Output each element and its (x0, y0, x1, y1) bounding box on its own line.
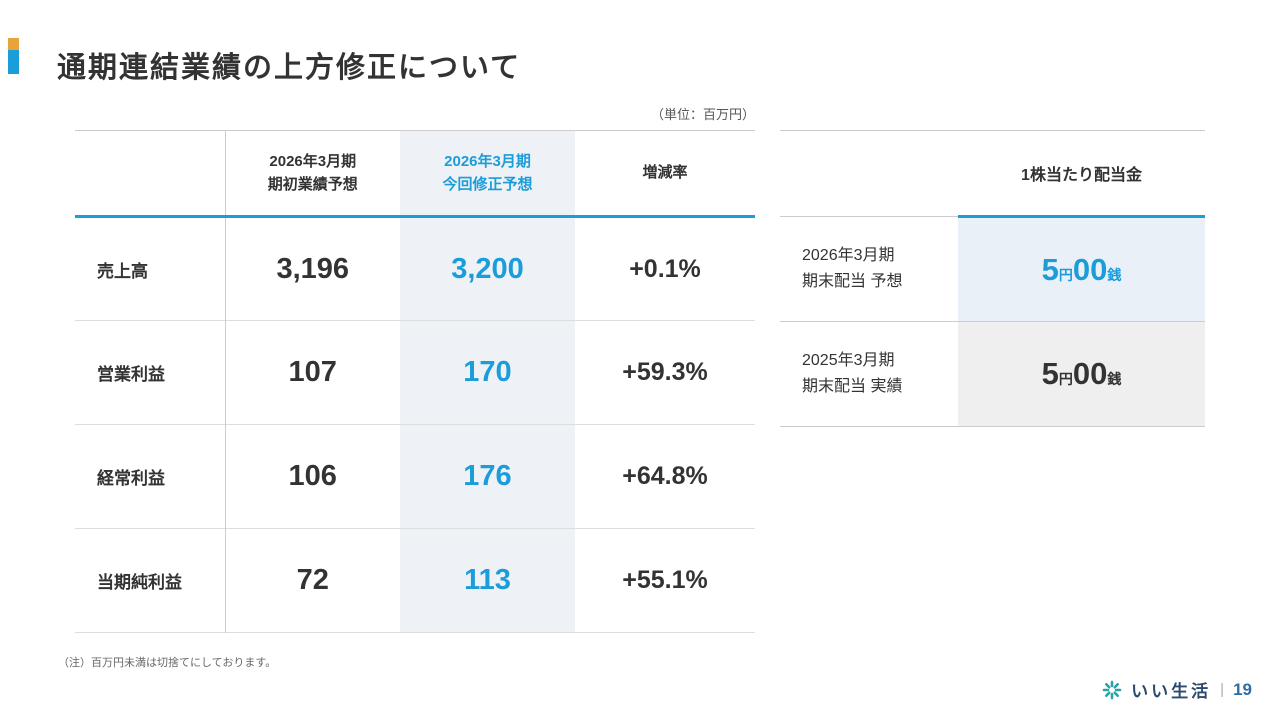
table-row: 2026年3月期 期末配当 予想 5円00銭 (780, 216, 1205, 322)
change-value: +64.8% (622, 462, 708, 490)
results-header-revised: 2026年3月期 今回修正予想 (400, 130, 575, 218)
dividend-row-label: 2026年3月期 期末配当 予想 (802, 247, 903, 290)
footnote: （注）百万円未満は切捨てにしております。 (58, 657, 277, 669)
title-accent-mark (8, 38, 19, 74)
dividend-sen-unit: 銭 (1107, 371, 1122, 387)
dividend-yen-unit: 円 (1058, 266, 1073, 283)
dividend-value: 5円00銭 (958, 321, 1205, 427)
initial-value: 107 (288, 356, 337, 388)
table-row: 営業利益 107 170 +59.3% (75, 320, 755, 425)
change-value: +0.1% (629, 254, 701, 283)
revised-value: 3,200 (400, 216, 575, 321)
row-label: 経常利益 (75, 424, 226, 529)
dividend-row-label: 2025年3月期 期末配当 実績 (802, 352, 903, 395)
company-logo-text: いい生活 (1131, 682, 1212, 701)
dividend-yen: 5 (1041, 356, 1059, 391)
accent-yellow-block (8, 38, 19, 50)
page-title: 通期連結業績の上方修正について (57, 52, 522, 84)
row-label: 売上高 (75, 216, 226, 321)
dividend-yen-unit: 円 (1058, 371, 1073, 387)
table-row: 当期純利益 72 113 +55.1% (75, 528, 755, 633)
initial-value: 72 (296, 564, 329, 596)
page-number: 19 (1233, 679, 1252, 699)
table-row: 経常利益 106 176 +64.8% (75, 424, 755, 529)
row-label: 当期純利益 (75, 528, 226, 633)
dividend-table: 1株当たり配当金 2026年3月期 期末配当 予想 5円00銭 2025年3月期… (780, 130, 1205, 427)
accent-blue-block (8, 50, 19, 74)
unit-note: （単位：百万円） (650, 107, 755, 122)
change-value: +55.1% (622, 566, 708, 594)
initial-value: 106 (288, 460, 337, 492)
results-header-empty (75, 130, 226, 218)
results-header-initial: 2026年3月期 期初業績予想 (225, 130, 400, 218)
results-header-change: 増減率 (575, 130, 755, 218)
results-table: 2026年3月期 期初業績予想 2026年3月期 今回修正予想 増減率 売上高 … (75, 130, 755, 633)
footer-divider: | (1220, 681, 1225, 698)
revised-value: 113 (400, 528, 575, 633)
footer: いい生活 | 19 (1102, 677, 1252, 702)
dividend-value: 5円00銭 (958, 216, 1205, 322)
dividend-header-empty (780, 130, 958, 217)
dividend-yen: 5 (1041, 251, 1059, 287)
change-value: +59.3% (622, 358, 708, 386)
dividend-sen: 00 (1072, 251, 1108, 287)
initial-value: 3,196 (276, 252, 350, 285)
dividend-sen: 00 (1072, 356, 1108, 391)
results-header-row: 2026年3月期 期初業績予想 2026年3月期 今回修正予想 増減率 (75, 130, 755, 218)
company-logo-icon (1102, 680, 1122, 700)
dividend-sen-unit: 銭 (1107, 266, 1122, 283)
dividend-header: 1株当たり配当金 (958, 130, 1205, 218)
dividend-header-row: 1株当たり配当金 (780, 130, 1205, 218)
revised-value: 170 (400, 320, 575, 425)
row-label: 営業利益 (75, 320, 226, 425)
revised-value: 176 (400, 424, 575, 529)
table-row: 売上高 3,196 3,200 +0.1% (75, 216, 755, 321)
table-row: 2025年3月期 期末配当 実績 5円00銭 (780, 321, 1205, 427)
